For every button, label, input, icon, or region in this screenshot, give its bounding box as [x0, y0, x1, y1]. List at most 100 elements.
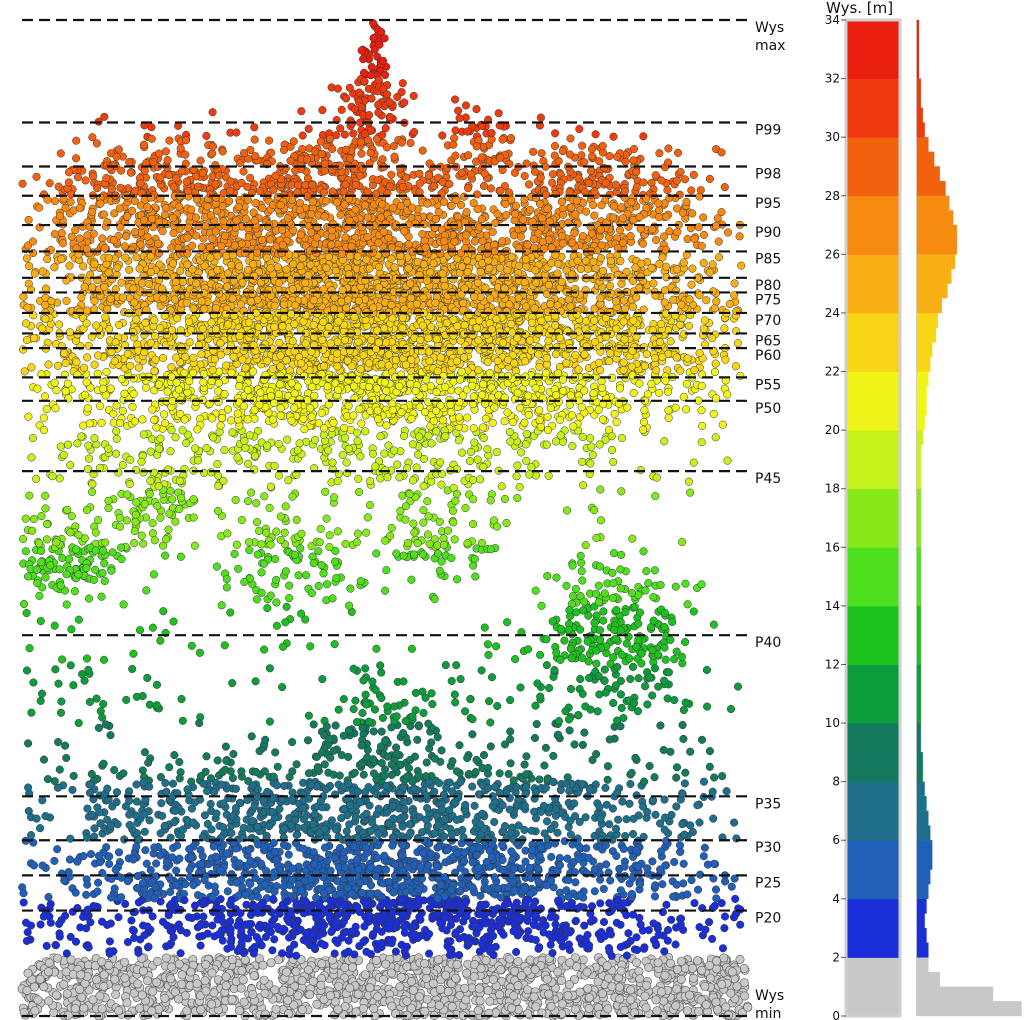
vegetation-point	[157, 799, 166, 808]
vegetation-point	[630, 602, 639, 612]
ground-point	[333, 1004, 343, 1014]
vegetation-point	[50, 621, 59, 630]
vegetation-point	[55, 765, 64, 774]
vegetation-point	[266, 540, 275, 549]
vegetation-point	[616, 886, 625, 895]
vegetation-point	[494, 922, 503, 931]
vegetation-point	[332, 573, 341, 583]
vegetation-point	[543, 571, 552, 581]
vegetation-point	[522, 770, 531, 779]
vegetation-point	[46, 561, 55, 570]
vegetation-point	[139, 539, 148, 548]
vegetation-point	[100, 559, 109, 568]
vegetation-point	[445, 944, 454, 953]
vegetation-point	[362, 700, 371, 709]
ground-point	[740, 991, 750, 1001]
ground-point	[386, 968, 396, 978]
vegetation-point	[422, 758, 431, 767]
vegetation-point	[710, 773, 719, 782]
vegetation-point	[648, 796, 658, 805]
vegetation-point	[114, 848, 124, 857]
vegetation-point	[85, 697, 94, 706]
vegetation-point	[214, 930, 223, 939]
ground-point	[447, 1002, 457, 1012]
vegetation-point	[50, 777, 59, 786]
vegetation-point	[241, 890, 250, 900]
vegetation-point	[349, 705, 358, 714]
vegetation-point	[130, 527, 139, 536]
vegetation-point	[549, 672, 558, 681]
vegetation-point	[74, 530, 83, 540]
vegetation-point	[423, 530, 432, 539]
vegetation-point	[61, 741, 70, 750]
ground-point	[152, 977, 162, 987]
ground-point	[640, 991, 650, 1001]
vegetation-point	[36, 824, 45, 833]
vegetation-point	[388, 841, 397, 850]
vegetation-point	[364, 717, 374, 726]
vegetation-point	[670, 696, 679, 705]
vegetation-point	[169, 617, 178, 626]
vegetation-point	[406, 829, 415, 838]
vegetation-point	[616, 565, 625, 574]
ground-point	[732, 981, 742, 991]
vegetation-point	[84, 594, 94, 603]
vegetation-point	[344, 780, 353, 789]
vegetation-point	[207, 825, 216, 834]
vegetation-point	[689, 607, 698, 616]
vegetation-point	[577, 567, 586, 576]
ground-point	[192, 979, 202, 989]
vegetation-point	[272, 575, 281, 584]
vegetation-point	[602, 860, 611, 869]
vegetation-point	[433, 733, 442, 742]
vegetation-point	[547, 852, 556, 861]
vegetation-point	[246, 856, 255, 865]
vegetation-point	[628, 534, 637, 543]
ground-point	[420, 958, 430, 968]
vegetation-point	[292, 760, 301, 769]
vegetation-point	[398, 851, 407, 860]
vegetation-point	[358, 723, 367, 732]
vegetation-point	[297, 609, 306, 618]
vegetation-point	[189, 513, 198, 522]
vegetation-point	[373, 889, 382, 898]
vegetation-point	[167, 939, 176, 948]
vegetation-point	[372, 872, 381, 881]
vegetation-point	[424, 512, 433, 521]
vegetation-point	[122, 695, 131, 704]
vegetation-point	[531, 935, 540, 945]
ground-point	[672, 984, 682, 994]
vegetation-point	[140, 931, 149, 940]
vegetation-point	[260, 767, 269, 776]
vegetation-point	[479, 750, 489, 760]
ground-point	[522, 985, 532, 995]
vegetation-point	[489, 931, 498, 940]
vegetation-point	[227, 934, 236, 943]
vegetation-point	[328, 594, 337, 603]
ground-point	[653, 958, 663, 968]
vegetation-point	[107, 893, 116, 902]
vegetation-point	[634, 636, 643, 645]
vegetation-point	[708, 934, 717, 943]
vegetation-point	[58, 553, 67, 563]
vegetation-point	[661, 655, 670, 664]
vegetation-point	[560, 636, 569, 645]
vegetation-point	[592, 533, 601, 543]
vegetation-point	[342, 827, 351, 836]
vegetation-point	[372, 549, 381, 558]
vegetation-point	[51, 941, 61, 950]
vegetation-point	[675, 841, 685, 850]
ground-point	[433, 954, 443, 964]
vegetation-point	[432, 811, 441, 820]
vegetation-point	[322, 580, 332, 589]
vegetation-point	[380, 771, 389, 780]
vegetation-point	[586, 917, 595, 926]
vegetation-point	[270, 868, 279, 877]
vegetation-point	[430, 829, 439, 838]
vegetation-point	[100, 576, 109, 586]
vegetation-point	[629, 814, 638, 823]
vegetation-point	[320, 760, 329, 769]
vegetation-point	[134, 898, 143, 907]
vegetation-point	[43, 775, 52, 784]
vegetation-point	[331, 721, 340, 730]
